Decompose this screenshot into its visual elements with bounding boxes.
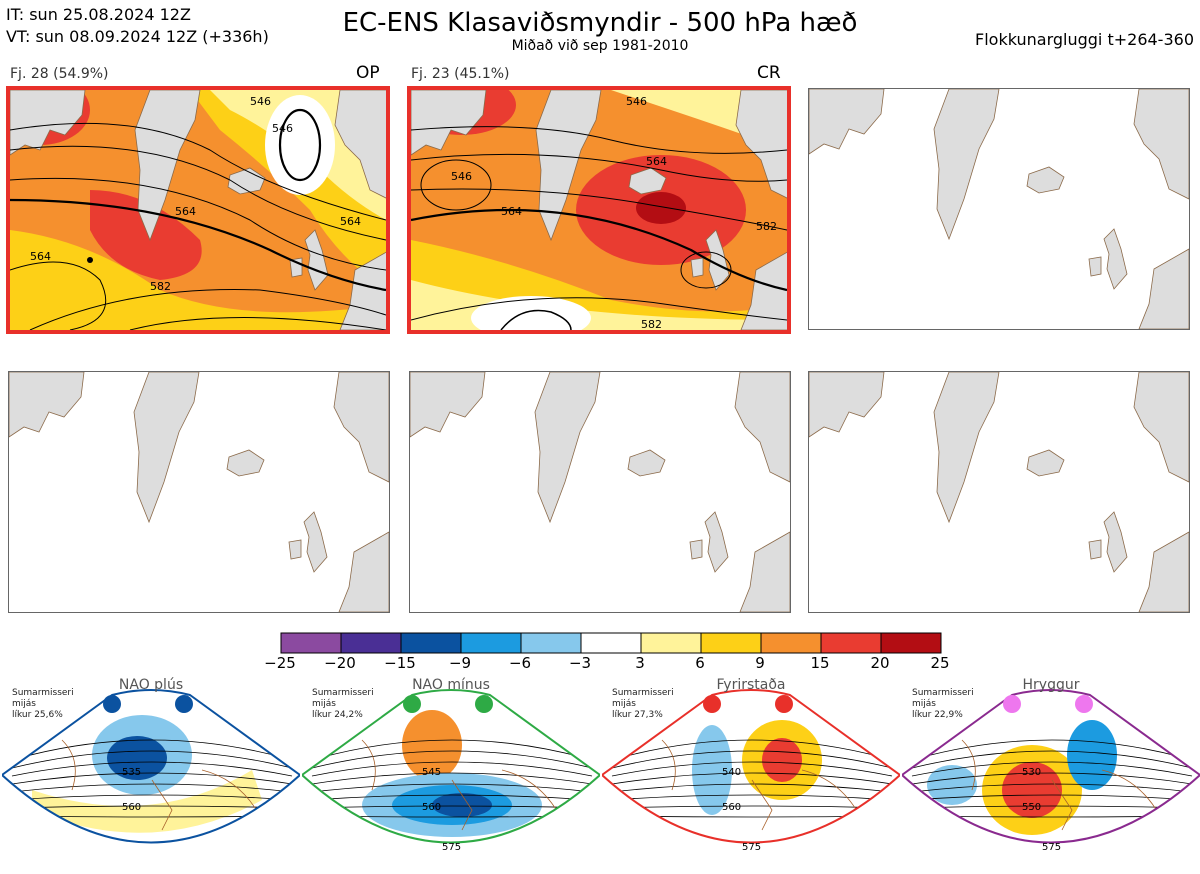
colorbar-swatch — [760, 632, 822, 654]
cluster-map-4 — [8, 371, 390, 613]
regime-contour-label: 560 — [122, 802, 141, 813]
panel-2-title: Fj. 23 (45.1%) — [411, 66, 510, 82]
contour-label: 546 — [250, 95, 271, 108]
regime-panel: 535 560 — [0, 680, 302, 870]
colorbar-swatch — [400, 632, 462, 654]
contour-label: 582 — [641, 318, 662, 330]
contour-label: 546 — [626, 95, 647, 108]
colorbar — [280, 632, 944, 658]
colorbar-tick-label: −9 — [448, 654, 472, 672]
panel-1-tag: OP — [356, 63, 380, 83]
colorbar-tick-label: 20 — [870, 654, 890, 672]
regime-info: Sumarmisseri mijás líkur 24,2% — [312, 688, 374, 721]
regime-marker-dot — [103, 695, 121, 713]
valid-time: VT: sun 08.09.2024 12Z (+336h) — [6, 27, 269, 46]
contour-label: 582 — [756, 220, 777, 233]
regime-marker-dot — [703, 695, 721, 713]
regime-contour-label: 535 — [122, 767, 141, 778]
contour-label: 582 — [150, 280, 171, 293]
contour-label: 564 — [501, 205, 522, 218]
regime-info-line: Sumarmisseri — [612, 688, 674, 698]
regime-info-line: líkur 24,2% — [312, 710, 363, 720]
colorbar-swatch — [580, 632, 642, 654]
regime-contour-label: 560 — [722, 802, 741, 813]
regime-contour-label: 540 — [722, 767, 741, 778]
contour-label: 546 — [451, 170, 472, 183]
colorbar-swatch — [880, 632, 942, 654]
regime-info-line: Sumarmisseri — [312, 688, 374, 698]
regime-marker-dot — [475, 695, 493, 713]
regime-info-line: Sumarmisseri — [912, 688, 974, 698]
regime-info-line: Sumarmisseri — [12, 688, 74, 698]
regime-name: Fyrirstaða — [716, 677, 786, 693]
regime-contour-label: 530 — [1022, 767, 1041, 778]
regime-info-line: líkur 27,3% — [612, 710, 663, 720]
contour-label: 564 — [646, 155, 667, 168]
regime-info-line: líkur 25,6% — [12, 710, 63, 720]
regime-contour-label: 575 — [1042, 842, 1061, 853]
panel-1-title: Fj. 28 (54.9%) — [10, 66, 109, 82]
regime-info-line: líkur 22,9% — [912, 710, 963, 720]
regime-info-line: mijás — [12, 699, 36, 709]
regime-name: NAO plús — [118, 677, 184, 693]
colorbar-swatch — [280, 632, 342, 654]
regime-info: Sumarmisseri mijás líkur 22,9% — [912, 688, 974, 721]
regime-panel: 545 560 575 — [300, 680, 602, 870]
colorbar-tick-label: 15 — [810, 654, 830, 672]
regime-info-line: mijás — [612, 699, 636, 709]
regime-contour-label: 560 — [422, 802, 441, 813]
regime-name: Hryggur — [1022, 677, 1080, 693]
regime-info-line: mijás — [312, 699, 336, 709]
regime-contour-label: 550 — [1022, 802, 1041, 813]
colorbar-swatch — [520, 632, 582, 654]
regime-contour-label: 545 — [422, 767, 441, 778]
init-time: IT: sun 25.08.2024 12Z — [6, 5, 191, 24]
cluster-map-2: 546 546 564 564 582 582 — [407, 86, 791, 334]
regime-marker-dot — [175, 695, 193, 713]
contour-label: 564 — [340, 215, 361, 228]
header-run-info: IT: sun 25.08.2024 12Z VT: sun 08.09.202… — [6, 4, 269, 48]
colorbar-tick-label: −6 — [508, 654, 532, 672]
panel-2-tag: CR — [757, 63, 781, 83]
colorbar-swatch — [640, 632, 702, 654]
regime-marker-dot — [1003, 695, 1021, 713]
regime-panel: 530 550 575 — [900, 680, 1200, 870]
regime-marker-dot — [403, 695, 421, 713]
contour-label: 564 — [30, 250, 51, 263]
cluster-map-3 — [808, 88, 1190, 330]
colorbar-swatch — [340, 632, 402, 654]
cluster-map-5 — [409, 371, 791, 613]
regime-info: Sumarmisseri mijás líkur 27,3% — [612, 688, 674, 721]
regime-contour-label: 575 — [442, 842, 461, 853]
colorbar-tick-label: −20 — [324, 654, 356, 672]
page-title: EC-ENS Klasaviðsmyndir - 500 hPa hæð — [342, 8, 858, 38]
regime-panel: 540 560 575 — [600, 680, 902, 870]
regime-name: NAO mínus — [412, 677, 490, 693]
colorbar-tick-label: 3 — [635, 654, 645, 672]
regime-info: Sumarmisseri mijás líkur 25,6% — [12, 688, 74, 721]
colorbar-swatch — [820, 632, 882, 654]
regime-contour-label: 575 — [742, 842, 761, 853]
regime-marker-dot — [1075, 695, 1093, 713]
colorbar-swatch — [460, 632, 522, 654]
regime-info-line: mijás — [912, 699, 936, 709]
classification-window: Flokkunargluggi t+264-360 — [975, 30, 1194, 49]
colorbar-tick-label: −3 — [568, 654, 592, 672]
regime-marker-dot — [775, 695, 793, 713]
page-subtitle: Miðað við sep 1981-2010 — [511, 38, 689, 54]
colorbar-tick-label: 25 — [930, 654, 950, 672]
colorbar-tick-label: 6 — [695, 654, 705, 672]
colorbar-tick-label: −25 — [264, 654, 296, 672]
colorbar-tick-label: −15 — [384, 654, 416, 672]
cluster-map-1: 546 546 564 564 564 582 — [6, 86, 390, 334]
colorbar-swatch — [700, 632, 762, 654]
cluster-map-6 — [808, 371, 1190, 613]
colorbar-tick-label: 9 — [755, 654, 765, 672]
contour-label: 546 — [272, 122, 293, 135]
contour-label: 564 — [175, 205, 196, 218]
